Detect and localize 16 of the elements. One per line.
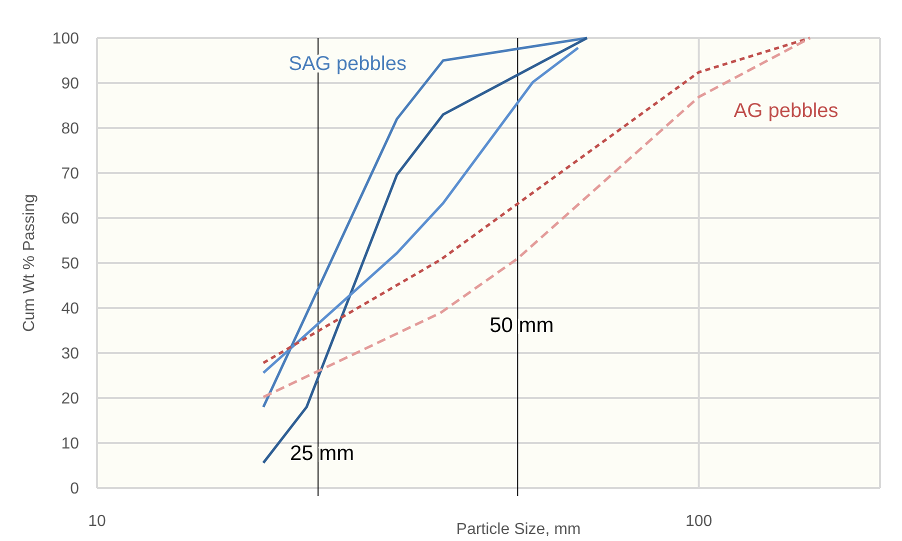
annotation: AG pebbles — [734, 100, 838, 122]
y-tick-label: 20 — [61, 390, 80, 408]
y-tick-label: 60 — [61, 210, 80, 228]
y-tick-label: 40 — [61, 300, 80, 318]
y-tick-label: 10 — [61, 436, 80, 453]
y-tick-label: 0 — [70, 480, 80, 498]
y-tick-label: 50 — [61, 256, 80, 273]
x-axis-title: Particle Size, mm — [456, 521, 581, 538]
y-tick-label: 80 — [61, 120, 80, 138]
ref-line-label: 50 mm — [490, 314, 554, 337]
ref-line-label: 25 mm — [290, 442, 354, 465]
y-tick-label: 30 — [61, 346, 80, 363]
y-tick-label: 70 — [61, 166, 80, 183]
y-tick-label: 90 — [61, 76, 80, 93]
y-axis-title: Cum Wt % Passing — [21, 194, 38, 332]
y-tick-label: 100 — [52, 30, 80, 48]
